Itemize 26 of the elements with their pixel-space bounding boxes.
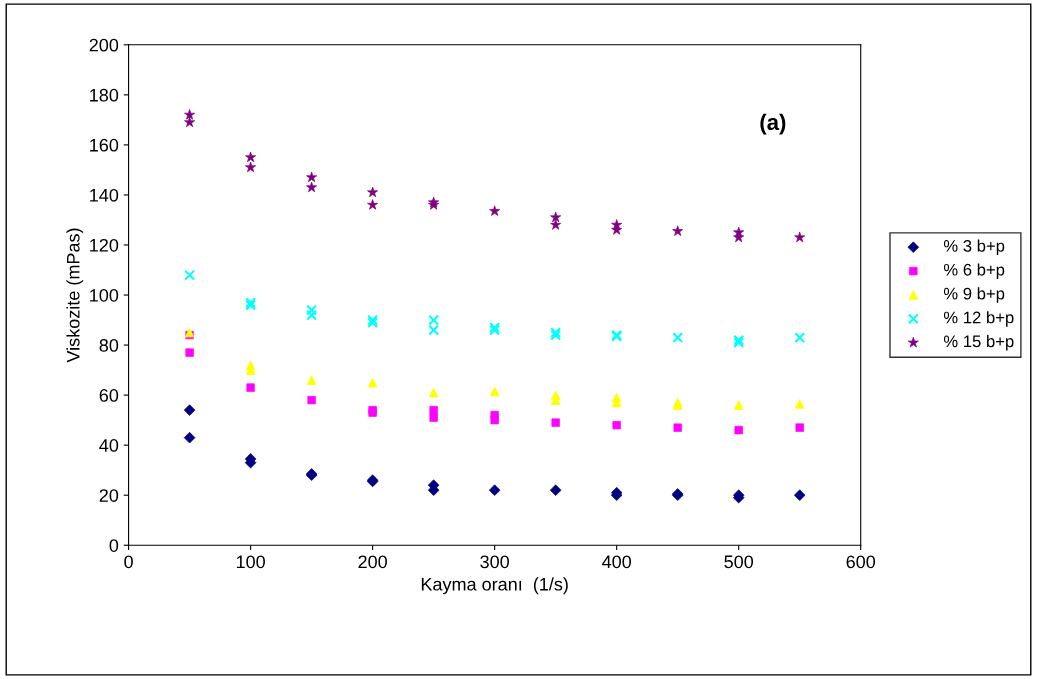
legend-label: % 15 b+p: [943, 335, 1014, 351]
x-tick-label: 500: [724, 555, 754, 569]
y-tick-label: 140: [90, 188, 119, 202]
y-tick-label: 100: [90, 288, 119, 302]
annotation: (a): [760, 113, 786, 135]
legend-label: % 6 b+p: [943, 263, 1005, 279]
y-axis-title: Viskozite (mPas): [66, 228, 84, 363]
y-tick-label: 20: [99, 489, 119, 502]
y-tick-label: 180: [90, 88, 119, 102]
y-tick-label: 60: [99, 389, 119, 402]
y-tick-label: 40: [99, 439, 119, 452]
y-tick-label: 160: [90, 138, 119, 152]
y-tick-label: 80: [99, 339, 119, 352]
x-tick-label: 0: [124, 555, 133, 569]
x-tick-label: 200: [358, 555, 387, 569]
x-tick-label: 400: [602, 555, 632, 569]
legend-label: % 3 b+p: [943, 239, 1005, 256]
y-tick-label: 0: [109, 539, 119, 552]
y-tick-label: 200: [89, 38, 119, 52]
x-tick-label: 600: [846, 555, 876, 569]
legend-label: % 9 b+p: [943, 287, 1005, 303]
x-axis-title: Kayma oranı (1/s): [421, 577, 568, 595]
x-tick-label: 300: [480, 555, 510, 569]
y-tick-label: 120: [90, 238, 119, 252]
x-tick-label: 100: [236, 555, 265, 569]
legend-label: % 12 b+p: [943, 311, 1014, 327]
